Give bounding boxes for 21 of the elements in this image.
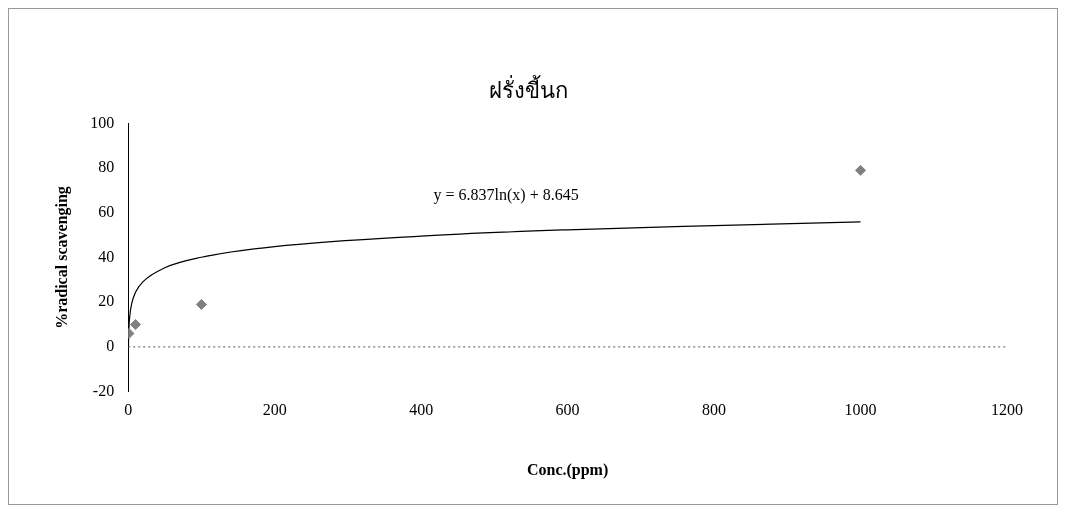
x-tick-label: 0 xyxy=(124,401,133,419)
x-tick-label: 800 xyxy=(702,401,727,419)
y-tick-label: 100 xyxy=(90,113,115,131)
y-tick-label: 40 xyxy=(98,247,115,265)
chart-title: ฝรั่งขี้นก xyxy=(488,74,568,103)
x-tick-label: 1200 xyxy=(991,401,1023,419)
y-tick-label: 20 xyxy=(98,292,115,310)
annotation: y = 6.837ln(x) + 8.645 xyxy=(433,186,579,205)
x-tick-label: 200 xyxy=(262,401,287,419)
x-tick-label: 600 xyxy=(555,401,580,419)
y-tick-label: 60 xyxy=(98,203,115,220)
point xyxy=(195,298,207,310)
y-axis-title: %radical scavenging xyxy=(52,186,71,329)
x-tick-label: 400 xyxy=(409,401,434,419)
y-tick-label: -20 xyxy=(92,381,115,399)
x-axis-title: Conc.(ppm) xyxy=(526,460,609,479)
point xyxy=(855,164,867,176)
point xyxy=(130,319,142,331)
x-tick-label: 1000 xyxy=(844,401,877,419)
y-tick-label: 0 xyxy=(106,337,115,355)
y-tick-label: 80 xyxy=(98,158,115,176)
